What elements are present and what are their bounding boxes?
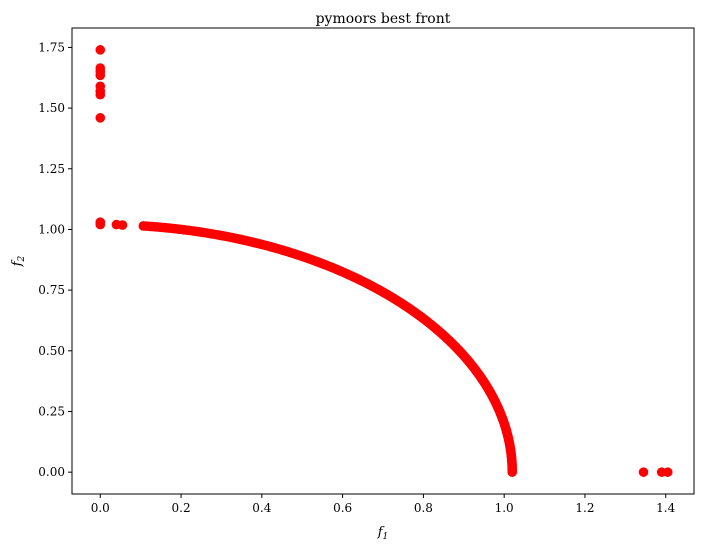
scatter-point xyxy=(95,45,106,55)
y-axis-label-subscript: 2 xyxy=(17,255,27,262)
x-axis-label-subscript: 1 xyxy=(383,532,389,542)
plot-area xyxy=(72,28,694,494)
scatter-point xyxy=(117,220,128,230)
x-tick-label: 0.4 xyxy=(252,501,271,515)
x-axis-label: f1 xyxy=(377,525,389,542)
y-tick-label: 0.50 xyxy=(38,344,65,358)
scatter-point xyxy=(95,113,106,123)
plot-frame xyxy=(71,27,695,495)
y-tick-label: 1.00 xyxy=(38,222,65,236)
x-tick-label: 0.6 xyxy=(333,501,352,515)
scatter-point xyxy=(95,219,106,230)
plot-background xyxy=(72,28,694,494)
y-tick-label: 1.50 xyxy=(38,101,65,115)
x-tick-label: 1.2 xyxy=(575,501,594,515)
y-tick-label: 0.00 xyxy=(38,465,65,479)
chart-title: pymoors best front xyxy=(316,11,451,27)
scatter-point xyxy=(662,467,673,477)
y-axis: 0.00 0.25 0.50 0.75 1.00 1.25 1.50 1.75 xyxy=(38,40,72,479)
x-tick-label: 0.0 xyxy=(91,501,110,515)
x-tick-label: 1.4 xyxy=(656,501,675,515)
y-tick-label: 0.75 xyxy=(38,283,65,297)
x-tick-label: 1.0 xyxy=(495,501,514,515)
scatter-point xyxy=(138,221,149,231)
y-tick-label: 1.75 xyxy=(38,40,65,54)
y-axis-label-group: f2 xyxy=(10,255,27,267)
x-tick-label: 0.2 xyxy=(172,501,191,515)
y-tick-label: 0.25 xyxy=(38,404,65,418)
x-tick-label: 0.8 xyxy=(414,501,433,515)
x-axis-label-main: f xyxy=(377,525,385,540)
scatter-point xyxy=(95,89,106,100)
y-axis-label: f2 xyxy=(10,255,27,267)
y-axis-label-main: f xyxy=(10,259,25,267)
y-tick-label: 1.25 xyxy=(38,162,65,176)
scatter-point xyxy=(95,70,106,81)
data-points xyxy=(95,45,673,477)
x-axis: 0.0 0.2 0.4 0.6 0.8 1.0 1.2 1.4 xyxy=(91,494,676,515)
scatter-point xyxy=(638,467,649,477)
